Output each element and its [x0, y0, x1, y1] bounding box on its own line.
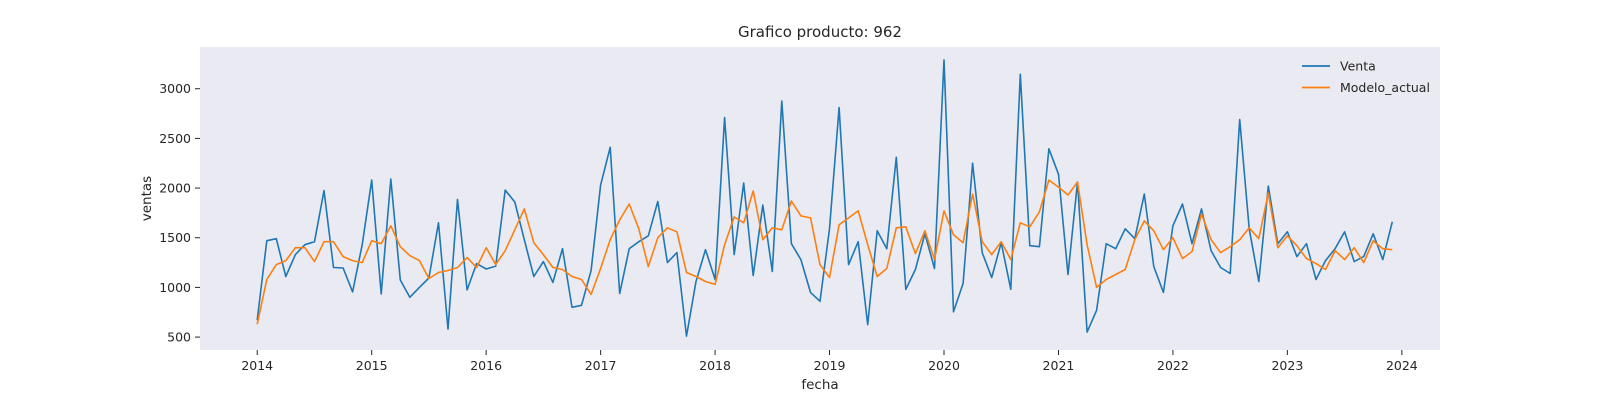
x-tick-label: 2023 [1271, 358, 1303, 373]
x-tick-label: 2019 [814, 358, 846, 373]
y-tick-label: 500 [167, 330, 191, 345]
chart-title: Grafico producto: 962 [738, 23, 902, 41]
x-tick-label: 2014 [241, 358, 273, 373]
series-line-2 [256, 179, 1393, 325]
y-tick-label: 2500 [159, 131, 191, 146]
x-tick-label: 2016 [470, 358, 502, 373]
x-axis-label: fecha [801, 377, 838, 393]
y-axis-label: ventas [139, 176, 155, 221]
y-tick-label: 1000 [159, 280, 191, 295]
x-tick-label: 2017 [585, 358, 617, 373]
y-tick-label: 2000 [159, 181, 191, 196]
legend-label: Modelo_actual [1340, 80, 1430, 95]
x-tick-label: 2020 [928, 358, 960, 373]
y-tick-label: 3000 [159, 81, 191, 96]
y-tick-label: 1500 [159, 230, 191, 245]
plot-area [200, 47, 1440, 350]
x-tick-label: 2015 [356, 358, 388, 373]
legend-label: Venta [1340, 59, 1376, 74]
x-tick-label: 2021 [1043, 358, 1075, 373]
series-line-1 [256, 59, 1394, 337]
x-tick-label: 2024 [1386, 358, 1418, 373]
x-tick-label: 2022 [1157, 358, 1189, 373]
x-tick-label: 2018 [699, 358, 731, 373]
